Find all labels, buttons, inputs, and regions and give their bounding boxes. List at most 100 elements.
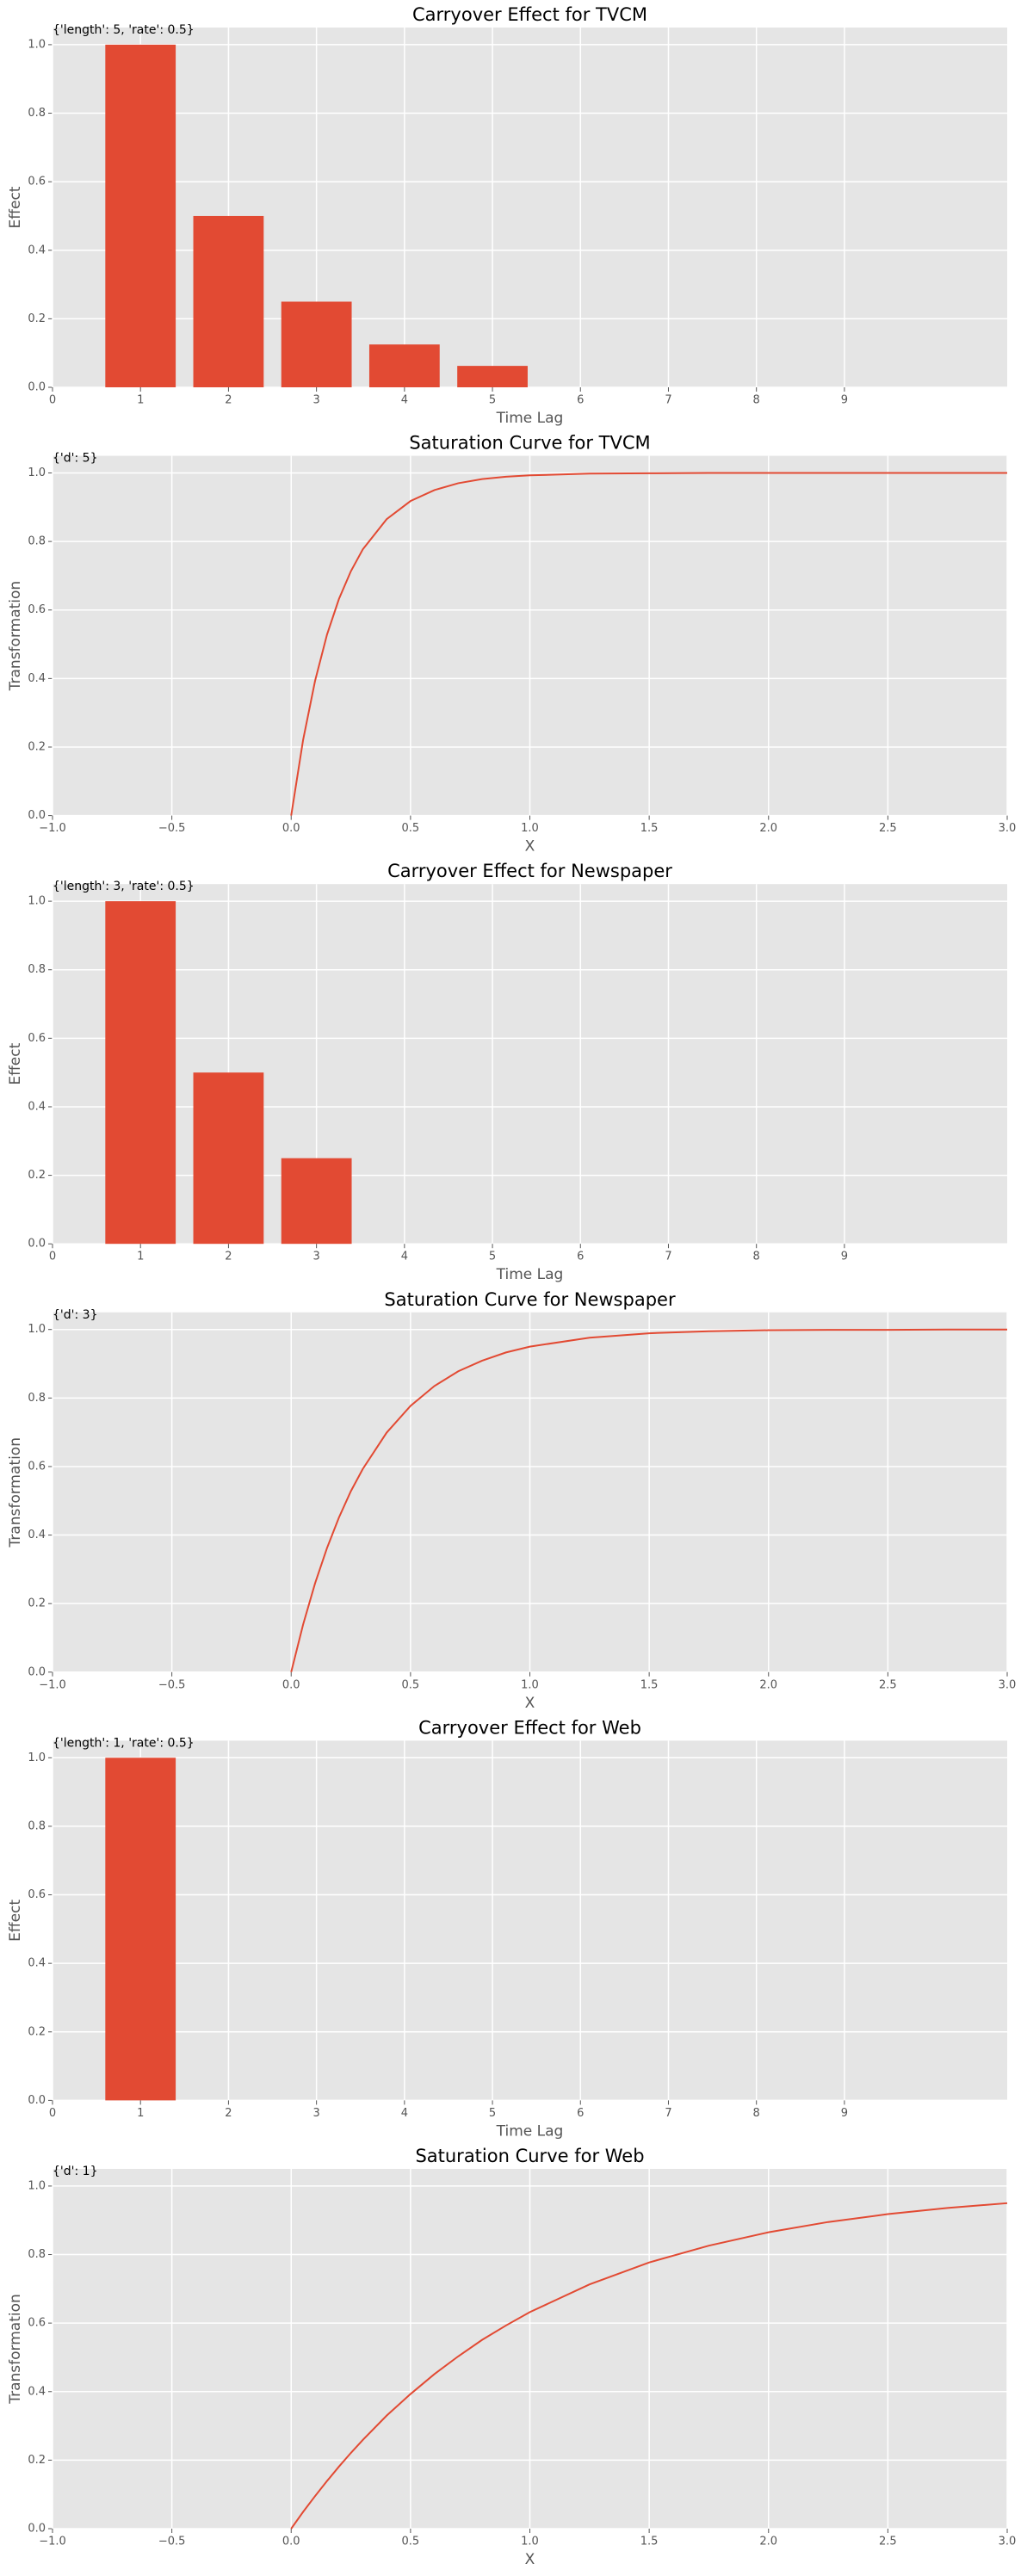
x-axis-label: X: [525, 2551, 535, 2568]
x-tick-label: 1.5: [640, 822, 659, 835]
x-axis-label: Time Lag: [496, 1266, 564, 1283]
x-tick-label: 6: [577, 2107, 584, 2120]
x-axis-label: Time Lag: [496, 2122, 564, 2140]
x-axis-label: X: [525, 1695, 535, 1712]
x-tick-label: 0.5: [402, 2536, 420, 2548]
x-tick-label: 2.5: [879, 822, 897, 835]
y-tick-label: 0.6: [28, 1460, 46, 1473]
y-tick-label: 0.8: [28, 107, 46, 120]
y-tick-label: 0.6: [28, 2317, 46, 2330]
y-tick-label: 0.4: [28, 244, 46, 256]
x-tick-label: 4: [401, 394, 408, 407]
x-tick-label: 2.5: [879, 1678, 897, 1691]
bar: [457, 366, 528, 387]
y-axis-label: Effect: [7, 1900, 24, 1942]
y-tick-label: 0.0: [28, 2094, 46, 2107]
x-tick-label: 9: [841, 1251, 848, 1263]
annotation: {'d': 5}: [53, 452, 97, 466]
x-tick-label: 0.0: [282, 2536, 300, 2548]
bar: [193, 215, 264, 387]
subplot: 0.0 0.2 0.4 0.6 0.8 1.0 0 1 2 3 4 5 6 7 8 9 Carryover Ef…: [7, 4, 1007, 427]
annotation: {'d': 3}: [53, 1308, 97, 1322]
annotation: {'length': 5, 'rate': 0.5}: [53, 23, 195, 37]
bar: [368, 344, 440, 387]
curve: [290, 2202, 1008, 2530]
bar: [105, 44, 176, 388]
bar: [105, 901, 176, 1245]
x-tick-label: −0.5: [158, 822, 186, 835]
chart-title: Saturation Curve for TVCM: [409, 433, 650, 454]
y-axis-label: Effect: [7, 1042, 24, 1084]
x-tick-label: 7: [665, 1251, 671, 1263]
x-tick-label: 3.0: [999, 2536, 1017, 2548]
x-tick-label: 5: [489, 2107, 496, 2120]
y-axis-label: Effect: [7, 186, 24, 228]
chart-title: Carryover Effect for Web: [418, 1717, 641, 1738]
x-tick-label: 2: [225, 1251, 232, 1263]
x-tick-label: 2: [225, 2107, 232, 2120]
y-tick-label: 0.6: [28, 176, 46, 188]
y-tick-label: 0.2: [28, 1169, 46, 1182]
y-tick-label: 0.8: [28, 1392, 46, 1405]
y-tick-label: 0.4: [28, 1957, 46, 1970]
x-tick-label: 4: [401, 1251, 408, 1263]
bar: [105, 1757, 176, 2101]
annotation: {'length': 3, 'rate': 0.5}: [53, 880, 195, 893]
x-tick-label: 3.0: [999, 822, 1017, 835]
x-tick-label: 3: [312, 394, 319, 407]
y-tick-label: 1.0: [28, 38, 46, 51]
x-tick-label: −0.5: [158, 1678, 186, 1691]
x-tick-label: 9: [841, 394, 848, 407]
y-tick-label: 1.0: [28, 2179, 46, 2192]
x-tick-label: 0.0: [282, 1678, 300, 1691]
subplot: 0.0 0.2 0.4 0.6 0.8 1.0 −1.0 −0.5 0.0 0.5 1.0 1.5 2.…: [7, 1289, 1016, 1712]
x-tick-label: 5: [489, 1251, 496, 1263]
subplot: 0.0 0.2 0.4 0.6 0.8 1.0 −1.0 −0.5 0.0 0.5 1.0 1.5 2.…: [7, 2146, 1016, 2568]
y-tick-label: 0.0: [28, 1238, 46, 1251]
chart-title: Carryover Effect for Newspaper: [387, 861, 672, 881]
x-tick-label: 1: [137, 1251, 144, 1263]
x-tick-label: 0: [49, 1251, 56, 1263]
y-tick-label: 0.0: [28, 809, 46, 822]
x-tick-label: 1.5: [640, 1678, 659, 1691]
x-tick-label: 9: [841, 2107, 848, 2120]
chart-title: Carryover Effect for TVCM: [412, 4, 647, 25]
y-tick-label: 0.2: [28, 312, 46, 325]
x-tick-label: 2.0: [759, 822, 777, 835]
bar: [193, 1072, 264, 1245]
x-tick-label: 2: [225, 394, 232, 407]
x-tick-label: 1.5: [640, 2536, 659, 2548]
y-axis-label: Transformation: [7, 2294, 24, 2405]
y-tick-label: 1.0: [28, 895, 46, 908]
y-tick-label: 0.6: [28, 1032, 46, 1045]
y-tick-label: 0.2: [28, 740, 46, 753]
x-tick-label: −1.0: [39, 822, 66, 835]
x-tick-label: 8: [753, 2107, 760, 2120]
x-tick-label: 6: [577, 394, 584, 407]
y-tick-label: 0.0: [28, 1665, 46, 1678]
x-tick-label: 1.0: [521, 822, 539, 835]
x-tick-label: 5: [489, 394, 496, 407]
x-tick-label: 0: [49, 394, 56, 407]
y-tick-label: 1.0: [28, 466, 46, 479]
x-tick-label: −1.0: [39, 1678, 66, 1691]
plot-area: [53, 1740, 1007, 2101]
x-tick-label: 0.5: [402, 822, 420, 835]
x-tick-label: 8: [753, 1251, 760, 1263]
x-tick-label: 2.0: [759, 2536, 777, 2548]
annotation: {'d': 1}: [53, 2165, 97, 2178]
y-tick-label: 0.4: [28, 1529, 46, 1541]
x-tick-label: 2.5: [879, 2536, 897, 2548]
x-tick-label: 8: [753, 394, 760, 407]
bar: [281, 1158, 352, 1245]
x-tick-label: 3: [312, 1251, 319, 1263]
x-tick-label: 1.0: [521, 2536, 539, 2548]
x-tick-label: 3: [312, 2107, 319, 2120]
chart-title: Saturation Curve for Newspaper: [384, 1289, 676, 1310]
y-axis-label: Transformation: [7, 581, 24, 692]
y-tick-label: 0.2: [28, 2025, 46, 2038]
x-tick-label: 4: [401, 2107, 408, 2120]
y-tick-label: 0.8: [28, 963, 46, 976]
x-axis-label: Time Lag: [496, 410, 564, 427]
